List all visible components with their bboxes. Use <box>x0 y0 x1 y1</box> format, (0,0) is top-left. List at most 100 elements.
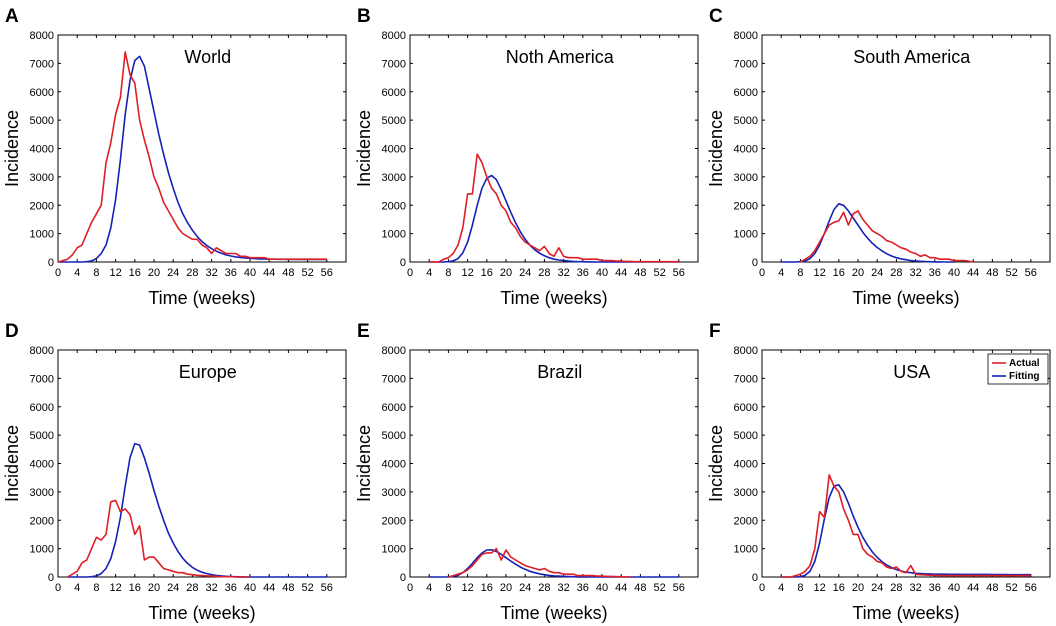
x-tick-label: 20 <box>852 582 864 594</box>
x-tick-label: 52 <box>301 267 313 279</box>
x-axis-label: Time (weeks) <box>852 603 959 623</box>
x-tick-label: 56 <box>1025 267 1037 279</box>
legend-box <box>987 353 1049 385</box>
y-axis-label: Incidence <box>354 110 374 187</box>
x-tick-label: 32 <box>909 267 921 279</box>
plot-frame <box>409 34 699 263</box>
x-tick-label: 36 <box>225 267 237 279</box>
panel-letter: B <box>357 6 371 27</box>
y-tick-label: 0 <box>48 257 54 269</box>
x-tick-label: 52 <box>1005 267 1017 279</box>
y-tick-label: 0 <box>400 257 406 269</box>
y-tick-label: 5000 <box>382 115 406 127</box>
x-tick-label: 56 <box>321 582 333 594</box>
x-tick-label: 52 <box>301 582 313 594</box>
x-tick-label: 12 <box>461 582 473 594</box>
legend-label-fitting: Fitting <box>1009 371 1040 382</box>
y-tick-label: 3000 <box>734 172 758 184</box>
x-axis-label: Time (weeks) <box>852 288 959 308</box>
x-tick-label: 4 <box>426 267 432 279</box>
plot-frame <box>761 34 1051 263</box>
y-tick-label: 4000 <box>734 459 758 471</box>
chart-title: Noth America <box>506 47 615 67</box>
y-tick-label: 8000 <box>734 30 758 42</box>
y-tick-label: 1000 <box>30 544 54 556</box>
y-tick-label: 2000 <box>30 515 54 527</box>
series-line-actual <box>429 153 679 263</box>
y-tick-label: 4000 <box>30 459 54 471</box>
y-tick-label: 0 <box>400 572 406 584</box>
y-tick-label: 2000 <box>30 200 54 212</box>
y-tick-label: 5000 <box>30 430 54 442</box>
y-tick-label: 4000 <box>382 144 406 156</box>
x-tick-label: 12 <box>813 267 825 279</box>
y-tick-label: 2000 <box>734 200 758 212</box>
x-tick-label: 4 <box>426 582 432 594</box>
x-tick-label: 40 <box>596 582 608 594</box>
x-tick-label: 48 <box>986 267 998 279</box>
y-tick-label: 8000 <box>30 30 54 42</box>
x-tick-label: 0 <box>55 267 61 279</box>
y-axis-label: Incidence <box>2 110 22 187</box>
x-tick-label: 28 <box>538 267 550 279</box>
x-tick-label: 48 <box>282 267 294 279</box>
x-tick-label: 44 <box>615 582 627 594</box>
x-tick-label: 28 <box>890 267 902 279</box>
x-tick-label: 40 <box>244 582 256 594</box>
x-tick-label: 28 <box>186 267 198 279</box>
x-tick-label: 12 <box>109 582 121 594</box>
x-axis-label: Time (weeks) <box>500 288 607 308</box>
y-tick-label: 4000 <box>30 144 54 156</box>
x-tick-label: 32 <box>205 582 217 594</box>
y-tick-label: 1000 <box>382 229 406 241</box>
x-tick-label: 36 <box>929 267 941 279</box>
plot-frame <box>57 349 347 578</box>
series-line-fitting <box>58 55 327 263</box>
x-tick-label: 48 <box>634 267 646 279</box>
x-tick-label: 0 <box>55 582 61 594</box>
x-tick-label: 36 <box>577 267 589 279</box>
panel-letter: A <box>5 6 19 27</box>
y-tick-label: 0 <box>752 257 758 269</box>
y-tick-label: 6000 <box>734 402 758 414</box>
x-tick-label: 52 <box>653 267 665 279</box>
x-tick-label: 28 <box>538 582 550 594</box>
y-tick-label: 1000 <box>734 544 758 556</box>
x-tick-label: 24 <box>519 267 531 279</box>
series-line-fitting <box>781 483 1031 578</box>
x-tick-label: 24 <box>167 582 179 594</box>
x-tick-label: 24 <box>871 267 883 279</box>
x-axis-label: Time (weeks) <box>148 288 255 308</box>
x-tick-label: 40 <box>948 267 960 279</box>
y-tick-label: 6000 <box>30 87 54 99</box>
panel-letter: D <box>5 321 19 342</box>
y-tick-label: 7000 <box>734 373 758 385</box>
x-tick-label: 16 <box>129 267 141 279</box>
y-tick-label: 7000 <box>30 373 54 385</box>
x-tick-label: 8 <box>445 267 451 279</box>
y-tick-label: 2000 <box>734 515 758 527</box>
series-line-fitting <box>781 203 954 263</box>
y-tick-label: 8000 <box>734 345 758 357</box>
x-tick-label: 20 <box>500 582 512 594</box>
y-tick-label: 2000 <box>382 515 406 527</box>
x-tick-label: 56 <box>1025 582 1037 594</box>
x-tick-label: 36 <box>577 582 589 594</box>
x-tick-label: 56 <box>673 267 685 279</box>
chart-title: Brazil <box>537 362 582 382</box>
y-tick-label: 7000 <box>382 58 406 70</box>
x-tick-label: 20 <box>852 267 864 279</box>
x-tick-label: 44 <box>263 582 275 594</box>
x-tick-label: 32 <box>557 582 569 594</box>
x-tick-label: 12 <box>461 267 473 279</box>
series-line-actual <box>799 210 974 263</box>
y-tick-label: 5000 <box>734 115 758 127</box>
y-tick-label: 1000 <box>734 229 758 241</box>
y-tick-label: 0 <box>48 572 54 584</box>
x-tick-label: 44 <box>967 267 979 279</box>
x-tick-label: 48 <box>282 582 294 594</box>
